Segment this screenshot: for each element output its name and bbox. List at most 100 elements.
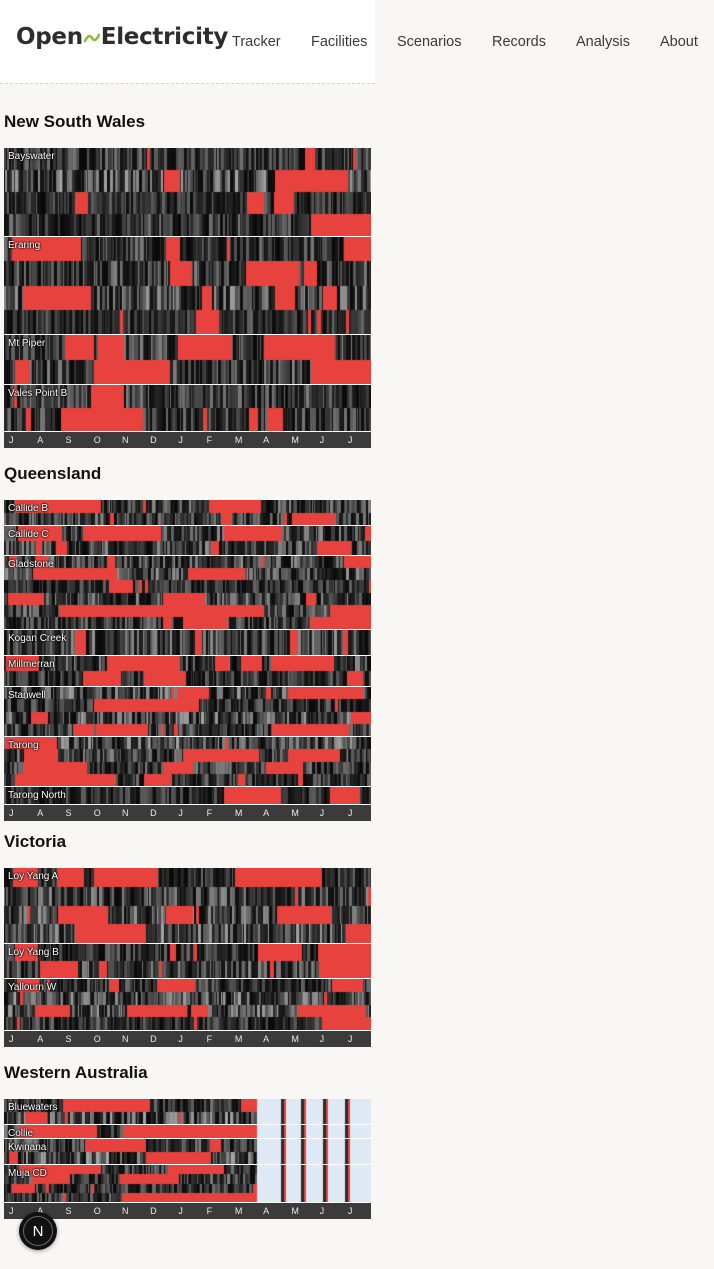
month-tick-label: J [178, 1034, 183, 1044]
facility-callide-c[interactable]: Callide C [4, 526, 371, 556]
region-heading-vic: Victoria [4, 832, 67, 851]
region-nsw: Bayswater Eraring Mt Piper Vales Point B… [4, 148, 371, 448]
month-tick-label: O [93, 435, 101, 445]
month-tick-label: D [150, 808, 157, 818]
facility-callide-b[interactable]: Callide B [4, 500, 371, 526]
month-tick-label: A [263, 1206, 270, 1216]
month-tick-label: S [65, 435, 72, 445]
region-heading-wa: Western Australia [4, 1063, 148, 1082]
month-tick-label: J [319, 1206, 325, 1216]
facility-label: Eraring [8, 240, 41, 251]
month-tick-label: O [93, 808, 101, 818]
facility-stanwell[interactable]: Stanwell [4, 687, 371, 737]
month-tick-label: S [65, 1034, 72, 1044]
month-tick-label: D [150, 1034, 157, 1044]
facility-label: Tarong [8, 740, 39, 751]
nav-records[interactable]: Records [492, 34, 546, 50]
fab-badge: N [23, 1216, 53, 1246]
facility-label: Callide C [8, 529, 49, 540]
facility-kwinana[interactable]: Kwinana [4, 1139, 371, 1165]
facility-label: Collie [8, 1128, 34, 1139]
month-tick-label: S [65, 1206, 72, 1216]
facility-bayswater[interactable]: Bayswater [4, 148, 371, 237]
month-tick-label: M [291, 1206, 299, 1216]
month-tick-label: M [291, 808, 299, 818]
month-tick-label: J [347, 435, 353, 445]
facility-loy-yang-b[interactable]: Loy Yang B [4, 944, 371, 979]
facility-label: Callide B [8, 503, 49, 514]
facility-eraring[interactable]: Eraring [4, 237, 371, 335]
facility-tarong[interactable]: Tarong [4, 737, 371, 787]
month-tick-label: J [178, 435, 183, 445]
facility-label: Kwinana [8, 1142, 47, 1153]
month-tick-label: D [150, 435, 157, 445]
nav-scenarios[interactable]: Scenarios [397, 34, 462, 50]
month-tick-label: N [121, 1034, 129, 1044]
month-tick-label: M [291, 1034, 299, 1044]
site-header: Open Electricity Tracker Facilities Scena… [0, 0, 714, 84]
month-tick-label: F [206, 808, 213, 818]
facility-loy-yang-a[interactable]: Loy Yang A [4, 868, 371, 944]
month-tick-label: S [65, 808, 72, 818]
facility-label: Bayswater [8, 151, 55, 162]
facility-label: Loy Yang A [8, 871, 59, 882]
month-tick-label: F [206, 1034, 213, 1044]
facility-kogan-creek[interactable]: Kogan Creek [4, 630, 371, 656]
facility-mt-piper[interactable]: Mt Piper [4, 335, 371, 385]
facility-label: Tarong North [8, 790, 66, 801]
month-tick-label: J [9, 1206, 14, 1216]
month-tick-label: J [347, 1206, 353, 1216]
month-tick-label: N [121, 1206, 129, 1216]
facility-gladstone[interactable]: Gladstone [4, 556, 371, 630]
logo-wave-icon [83, 33, 100, 42]
facility-bluewaters[interactable]: Bluewaters [4, 1099, 371, 1125]
month-tick-label: J [9, 808, 14, 818]
region-vic: Loy Yang A Loy Yang B Yallourn W J A S O N D J… [4, 868, 371, 1047]
month-tick-label: A [263, 435, 270, 445]
month-tick-label: O [93, 1034, 101, 1044]
facility-muja-cd[interactable]: Muja CD [4, 1165, 371, 1203]
region-heading-nsw: New South Wales [4, 112, 146, 131]
month-tick-label: N [121, 435, 129, 445]
region-heading-qld: Queensland [4, 464, 102, 483]
facility-collie[interactable]: Collie [4, 1125, 371, 1139]
nav-about[interactable]: About [660, 34, 698, 50]
month-tick-label: J [319, 435, 325, 445]
facility-label: Stanwell [8, 690, 46, 701]
month-tick-label: A [37, 808, 44, 818]
site-logo[interactable]: Open Electricity [16, 24, 228, 50]
nav-facilities[interactable]: Facilities [311, 34, 368, 50]
facility-label: Vales Point B [8, 388, 68, 399]
main-nav: Tracker Facilities Scenarios Records Ana… [0, 34, 714, 54]
month-tick-label: A [37, 1034, 44, 1044]
month-tick-label: J [319, 808, 325, 818]
facility-label: Yallourn W [8, 982, 57, 993]
month-tick-label: J [178, 1206, 183, 1216]
facility-vales-point-b[interactable]: Vales Point B [4, 385, 371, 432]
facility-millmerran[interactable]: Millmerran [4, 656, 371, 687]
facility-yallourn-w[interactable]: Yallourn W [4, 979, 371, 1031]
nav-analysis[interactable]: Analysis [576, 34, 630, 50]
month-tick-label: J [9, 435, 14, 445]
region-wa: Bluewaters Collie Kwinana Muja CD J A S O N D… [4, 1099, 371, 1219]
next-dev-tools-button[interactable]: N [19, 1212, 57, 1250]
month-tick-label: A [263, 1034, 270, 1044]
month-tick-label: J [347, 808, 353, 818]
facility-label: Gladstone [8, 559, 54, 570]
nav-tracker[interactable]: Tracker [232, 34, 281, 50]
facility-tarong-north[interactable]: Tarong North [4, 787, 371, 805]
facility-label: Mt Piper [8, 338, 46, 349]
month-tick-label: A [263, 808, 270, 818]
month-tick-label: M [234, 1206, 243, 1216]
month-tick-label: M [234, 1034, 243, 1044]
month-tick-label: M [234, 808, 243, 818]
facility-label: Loy Yang B [8, 947, 59, 958]
month-tick-label: A [37, 1206, 44, 1216]
month-tick-label: M [234, 435, 243, 445]
facility-label: Bluewaters [8, 1102, 58, 1113]
month-tick-label: F [206, 435, 213, 445]
month-tick-label: M [291, 435, 299, 445]
facility-label: Millmerran [8, 659, 55, 670]
